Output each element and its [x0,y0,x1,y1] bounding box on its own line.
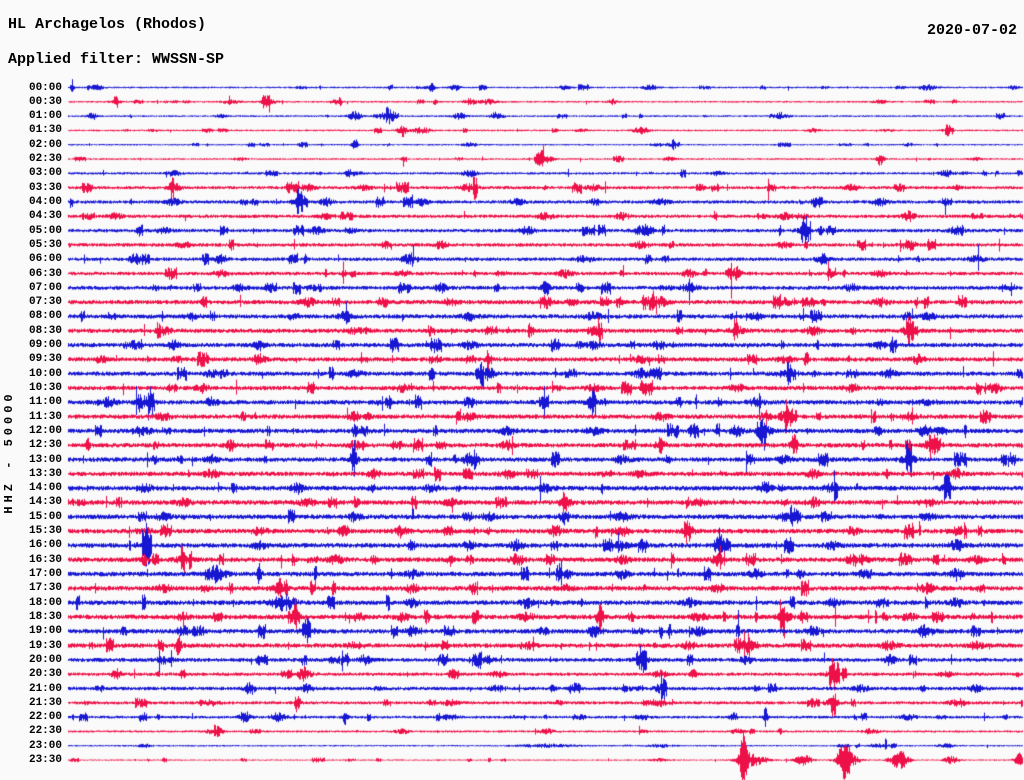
helicorder-page: HL Archagelos (Rhodos) Applied filter: W… [0,0,1024,780]
helicorder-canvas [0,0,1024,780]
